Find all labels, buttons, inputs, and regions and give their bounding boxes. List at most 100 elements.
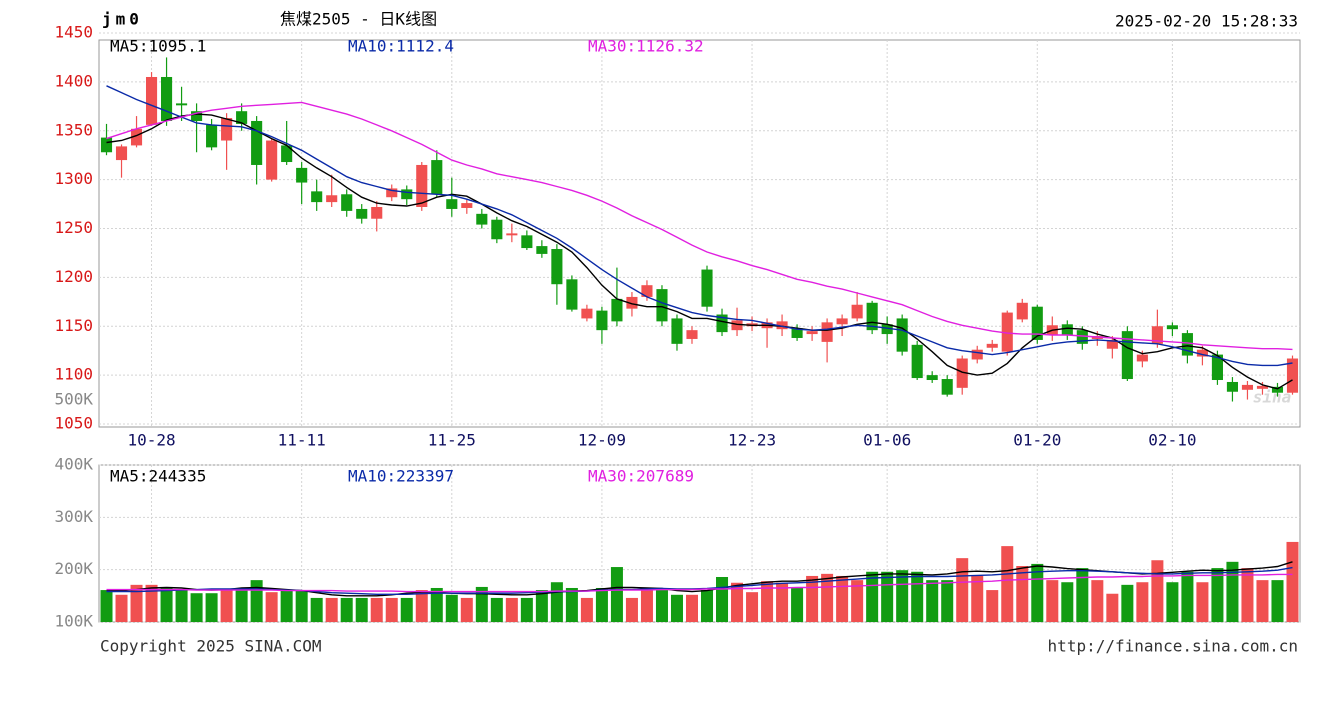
volume-bar bbox=[340, 597, 353, 622]
candle-body bbox=[236, 111, 248, 124]
candle-body bbox=[191, 111, 203, 121]
candle-body bbox=[851, 304, 863, 319]
volume-bar bbox=[355, 597, 368, 622]
volume-bar bbox=[1016, 566, 1029, 622]
candle-body bbox=[1001, 312, 1013, 352]
candle-body bbox=[896, 318, 908, 352]
volume-bar bbox=[1271, 580, 1284, 622]
candle-body bbox=[641, 285, 653, 297]
volume-bar bbox=[280, 590, 293, 622]
volume-bar bbox=[866, 571, 879, 622]
candle-body bbox=[911, 344, 923, 379]
candle-body bbox=[386, 188, 398, 198]
candle-body bbox=[506, 233, 518, 236]
volume-bar bbox=[175, 590, 188, 622]
y-tick-label: 1200 bbox=[54, 267, 93, 286]
y-tick-label: 1150 bbox=[54, 316, 93, 335]
y-tick-label: 400K bbox=[54, 455, 93, 474]
candle-body bbox=[971, 349, 983, 360]
x-tick-label: 10-28 bbox=[127, 431, 175, 450]
volume-bar bbox=[685, 594, 698, 622]
volume-bar bbox=[836, 575, 849, 622]
source-url: http://finance.sina.com.cn bbox=[1048, 637, 1298, 656]
volume-bar bbox=[881, 571, 894, 622]
candle-body bbox=[251, 120, 263, 165]
ma-line bbox=[106, 101, 1293, 351]
candle-body bbox=[596, 310, 608, 331]
ma-line bbox=[106, 113, 1293, 390]
candle-body bbox=[1031, 306, 1043, 340]
candle-body bbox=[491, 219, 503, 240]
candle-body bbox=[671, 318, 683, 344]
y-tick-label: 1250 bbox=[54, 218, 93, 237]
volume-bar bbox=[986, 590, 999, 622]
volume-bar bbox=[1196, 582, 1209, 622]
volume-bar bbox=[475, 586, 488, 622]
candle-body bbox=[115, 146, 128, 161]
volume-bar bbox=[370, 597, 383, 622]
volume-bar bbox=[550, 582, 563, 622]
candle-body bbox=[221, 118, 233, 141]
volume-bar bbox=[941, 580, 954, 622]
volume-top-label: 500K bbox=[54, 390, 93, 409]
volume-bar bbox=[1241, 568, 1254, 622]
volume-bar bbox=[610, 567, 623, 622]
volume-bar bbox=[1091, 580, 1104, 622]
candle-body bbox=[836, 318, 848, 325]
volume-bar bbox=[160, 587, 173, 622]
candle-body bbox=[1016, 302, 1028, 320]
volume-bar bbox=[1166, 582, 1179, 622]
volume-bar bbox=[971, 575, 984, 622]
volume-bar bbox=[190, 593, 203, 622]
candle-body bbox=[611, 298, 623, 322]
volume-bar bbox=[1211, 568, 1224, 622]
y-tick-label: 200K bbox=[54, 559, 93, 578]
volume-bar bbox=[640, 590, 653, 622]
x-tick-label: 12-23 bbox=[728, 431, 776, 450]
legend-entry: MA30:207689 bbox=[588, 467, 694, 486]
y-tick-label: 1450 bbox=[54, 23, 93, 42]
volume-bar bbox=[115, 594, 128, 622]
volume-bar bbox=[956, 558, 969, 622]
x-tick-label: 12-09 bbox=[578, 431, 626, 450]
y-tick-label: 1050 bbox=[54, 414, 93, 433]
candle-body bbox=[536, 246, 548, 254]
volume-bar bbox=[265, 592, 278, 622]
candle-body bbox=[1196, 349, 1208, 357]
volume-bar bbox=[430, 587, 443, 622]
candle-body bbox=[1271, 386, 1284, 393]
candle-body bbox=[986, 343, 998, 348]
volume-bar bbox=[400, 597, 413, 622]
candle-body bbox=[145, 76, 158, 125]
volume-bar bbox=[1001, 546, 1014, 622]
candle-body bbox=[566, 279, 578, 310]
candle-body bbox=[1226, 381, 1238, 392]
candle-body bbox=[1076, 330, 1088, 344]
volume-bar bbox=[325, 597, 338, 622]
ma-line bbox=[106, 573, 1293, 593]
volume-bar bbox=[145, 584, 158, 622]
candle-body bbox=[176, 103, 188, 106]
candle-body bbox=[1061, 324, 1073, 336]
candle-body bbox=[206, 124, 218, 148]
candle-body bbox=[416, 164, 428, 207]
candle-body bbox=[866, 302, 878, 331]
volume-bar bbox=[926, 580, 939, 622]
candle-body bbox=[821, 322, 833, 342]
candle-body bbox=[686, 330, 698, 339]
candle-body bbox=[926, 375, 938, 381]
volume-bar bbox=[1106, 593, 1119, 622]
candle-body bbox=[281, 145, 293, 163]
candle-body bbox=[1121, 331, 1133, 380]
volume-bar bbox=[1181, 571, 1194, 622]
volume-bar bbox=[1061, 582, 1074, 622]
copyright: Copyright 2025 SINA.COM bbox=[100, 637, 322, 656]
legend-entry: MA5:244335 bbox=[110, 467, 206, 486]
volume-bar bbox=[535, 590, 548, 622]
chart-title: 焦煤2505 - 日K线图 bbox=[280, 10, 437, 29]
candle-body bbox=[1151, 326, 1163, 344]
price-frame bbox=[98, 39, 1301, 428]
volume-bar bbox=[655, 590, 668, 622]
candle-body bbox=[806, 331, 818, 335]
candle-body bbox=[626, 296, 638, 309]
